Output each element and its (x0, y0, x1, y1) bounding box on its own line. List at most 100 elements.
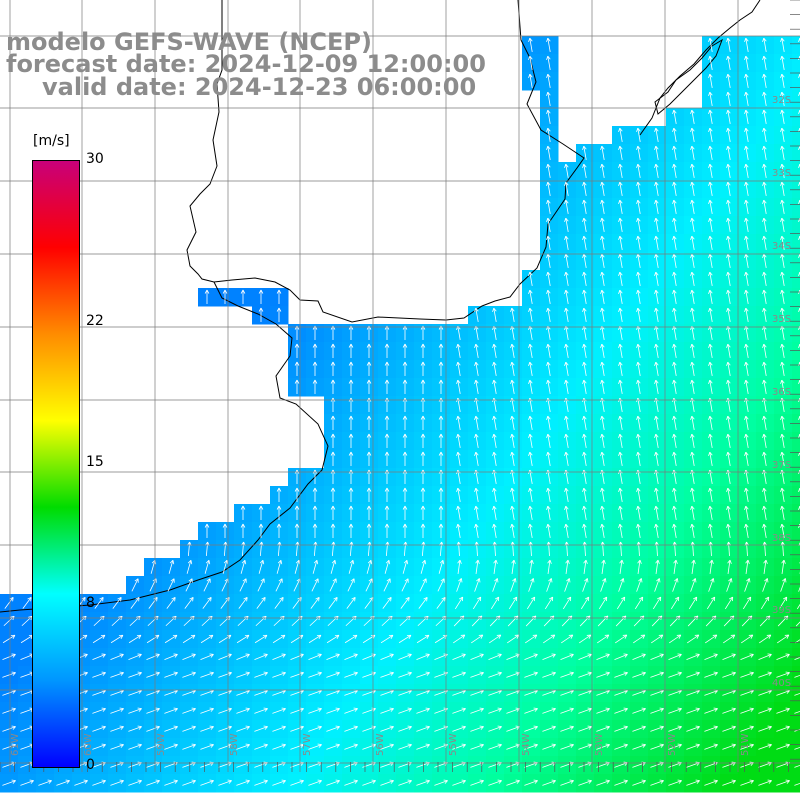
wind-arrow (164, 653, 178, 660)
wind-arrow (740, 671, 754, 678)
wind-arrow (546, 37, 551, 52)
wind-arrow (524, 653, 538, 660)
wind-arrow (654, 487, 659, 502)
wind-arrow (632, 634, 646, 644)
wind-arrow (762, 271, 767, 286)
wind-arrow (200, 653, 214, 660)
wind-arrow (438, 325, 444, 340)
wind-arrow (110, 725, 124, 732)
wind-arrow (560, 653, 574, 660)
wind-arrow (438, 343, 444, 358)
wind-arrow (438, 415, 444, 430)
wind-arrow (654, 415, 659, 430)
wind-arrow (686, 725, 700, 732)
wind-arrow (600, 163, 605, 178)
wind-arrow (744, 487, 749, 502)
wind-arrow (582, 163, 587, 178)
wind-arrow (762, 487, 767, 502)
lat-label: 38S (772, 533, 791, 544)
wind-arrow (776, 671, 790, 678)
wind-arrow (182, 634, 196, 644)
wind-arrow (546, 181, 551, 196)
wind-arrow (544, 596, 554, 610)
wind-arrow (348, 523, 354, 538)
wind-arrow (510, 307, 515, 322)
wind-arrow (472, 596, 482, 610)
wind-arrow (618, 181, 623, 196)
wind-arrow (222, 289, 228, 304)
wind-arrow (600, 505, 605, 520)
wind-arrow (366, 379, 372, 394)
wind-arrow (110, 743, 124, 750)
wind-arrow (22, 597, 32, 609)
wind-arrow (632, 725, 646, 732)
wind-arrow (546, 361, 551, 376)
wind-arrow (384, 505, 390, 520)
wind-cell (792, 576, 800, 595)
wind-arrow (311, 578, 319, 592)
wind-arrow (402, 325, 408, 340)
wind-arrow (600, 361, 605, 376)
wind-arrow (546, 523, 551, 538)
wind-arrow (744, 415, 749, 430)
wind-arrow (416, 725, 430, 732)
wind-arrow (328, 597, 338, 609)
wind-arrow (565, 559, 570, 574)
wind-arrow (636, 523, 641, 538)
wind-arrow (708, 451, 713, 466)
wind-arrow (146, 725, 160, 732)
wind-cell (792, 180, 800, 199)
wind-arrow (146, 743, 160, 750)
wind-arrow (384, 361, 390, 376)
wind-arrow (600, 578, 607, 592)
wind-arrow (690, 145, 695, 160)
wind-cell (792, 468, 800, 487)
wind-arrow (672, 451, 677, 466)
wind-arrow (744, 127, 749, 142)
wind-arrow (654, 271, 659, 286)
wind-arrow (762, 181, 767, 196)
lon-label: 51W (740, 733, 751, 756)
wind-arrow (236, 671, 250, 678)
wind-arrow (348, 487, 354, 502)
wind-arrow (348, 325, 354, 340)
wind-arrow (218, 779, 232, 786)
wind-arrow (708, 271, 713, 286)
wind-cell (792, 720, 800, 739)
wind-arrow (686, 634, 700, 644)
wind-arrow (312, 361, 318, 376)
wind-arrow (546, 271, 551, 286)
valid-date: valid date: 2024-12-23 06:00:00 (42, 73, 477, 101)
wind-arrow (668, 707, 682, 714)
wind-arrow (470, 653, 484, 660)
wind-arrow (326, 634, 340, 644)
wind-arrow (240, 523, 246, 538)
wind-arrows (2, 37, 800, 786)
lat-label: 35S (772, 314, 791, 325)
wind-arrow (238, 597, 248, 609)
wind-arrow (780, 433, 785, 448)
wind-arrow (546, 379, 551, 394)
wind-arrow (400, 597, 410, 609)
wind-arrow (794, 710, 800, 714)
wind-arrow (726, 55, 731, 70)
wind-arrow (762, 217, 767, 232)
wind-arrow (654, 433, 659, 448)
wind-cell (792, 72, 800, 91)
wind-arrow (276, 505, 282, 520)
wind-arrow (380, 725, 394, 732)
wind-arrow (686, 671, 700, 678)
wind-arrow (654, 451, 659, 466)
wind-arrow (614, 725, 628, 732)
wind-arrow (762, 127, 767, 142)
wind-arrow (668, 671, 682, 678)
wind-arrow (348, 379, 354, 394)
wind-arrow (672, 415, 677, 430)
wind-arrow (744, 199, 749, 214)
wind-arrow (308, 743, 322, 750)
wind-arrow (560, 634, 574, 644)
wind-arrow (182, 707, 196, 714)
wind-arrow (384, 325, 390, 340)
wind-arrow (380, 634, 394, 644)
wind-arrow (636, 289, 641, 304)
